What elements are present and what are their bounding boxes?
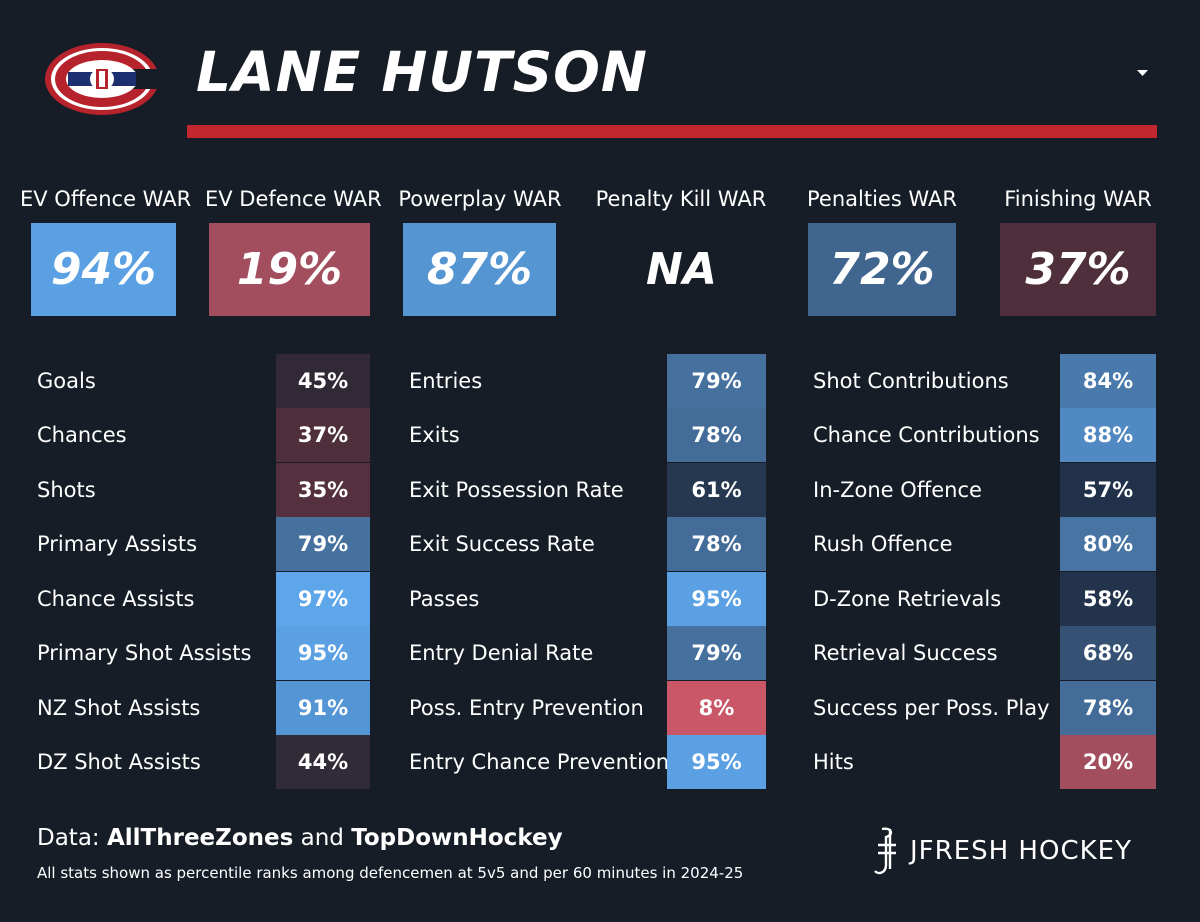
war-label-penalties: Penalties WAR — [806, 187, 958, 211]
stat-label: DZ Shot Assists — [37, 750, 201, 774]
stat-label: Shot Contributions — [813, 369, 1009, 393]
caret-down-icon[interactable] — [1137, 70, 1148, 76]
data-source-line: Data: AllThreeZones and TopDownHockey — [37, 822, 563, 854]
stat-value: 79% — [667, 354, 766, 408]
data-joiner: and — [300, 825, 344, 851]
stat-label: Entry Chance Prevention — [409, 750, 670, 774]
stat-label: Chance Assists — [37, 587, 195, 611]
stat-value: 78% — [1060, 681, 1156, 735]
war-value-penalties: 72% — [808, 223, 956, 316]
jfresh-monogram-icon — [874, 827, 896, 875]
stat-label: Chance Contributions — [813, 423, 1040, 447]
team-logo-icon — [45, 43, 162, 115]
stat-value: 79% — [276, 517, 370, 571]
stat-value: 35% — [276, 463, 370, 517]
stat-label: D-Zone Retrievals — [813, 587, 1002, 611]
stat-value: 79% — [667, 626, 766, 680]
war-value-ev-offence: 94% — [31, 223, 176, 316]
data-source-allthreezones: AllThreeZones — [106, 825, 294, 851]
stat-label: In-Zone Offence — [813, 478, 982, 502]
stat-label: Poss. Entry Prevention — [409, 696, 644, 720]
stat-label: Retrieval Success — [813, 641, 998, 665]
stat-label: Shots — [37, 478, 96, 502]
brand-wordmark: JFRESH HOCKEY — [910, 836, 1132, 866]
stat-label: Hits — [813, 750, 854, 774]
stat-value: 61% — [667, 463, 766, 517]
war-label-finishing: Finishing WAR — [1004, 187, 1152, 211]
stat-value: 84% — [1060, 354, 1156, 408]
footnote: All stats shown as percentile ranks amon… — [37, 864, 744, 882]
war-label-ev-offence: EV Offence WAR — [20, 187, 192, 211]
war-value-finishing: 37% — [1000, 223, 1156, 316]
stat-label: Primary Assists — [37, 532, 198, 556]
stat-value: 45% — [276, 354, 370, 408]
war-label-penalty-kill: Penalty Kill WAR — [595, 187, 767, 211]
stat-label: Entry Denial Rate — [409, 641, 594, 665]
stat-value: 78% — [667, 408, 766, 462]
header-divider — [187, 125, 1157, 138]
stat-label: Primary Shot Assists — [37, 641, 252, 665]
stat-label: Success per Poss. Play — [813, 696, 1050, 720]
stat-value: 37% — [276, 408, 370, 462]
data-prefix: Data: — [37, 825, 100, 851]
stat-value: 68% — [1060, 626, 1156, 680]
stat-value: 88% — [1060, 408, 1156, 462]
stat-value: 97% — [276, 572, 370, 626]
stat-value: 95% — [276, 626, 370, 680]
war-label-powerplay: Powerplay WAR — [398, 187, 562, 211]
stat-value: 44% — [276, 735, 370, 789]
player-name: LANE HUTSON — [196, 40, 648, 104]
war-value-penalty-kill: NA — [646, 244, 717, 295]
stat-label: Exit Possession Rate — [409, 478, 624, 502]
stat-label: Entries — [409, 369, 483, 393]
stat-value: 20% — [1060, 735, 1156, 789]
stat-value: 91% — [276, 681, 370, 735]
stat-label: Chances — [37, 423, 127, 447]
stat-value: 80% — [1060, 517, 1156, 571]
stat-label: Exits — [409, 423, 460, 447]
stat-label: Exit Success Rate — [409, 532, 595, 556]
stat-value: 8% — [667, 681, 766, 735]
stat-value: 78% — [667, 517, 766, 571]
stat-label: Goals — [37, 369, 96, 393]
stat-label: Rush Offence — [813, 532, 953, 556]
war-value-powerplay: 87% — [403, 223, 556, 316]
war-value-ev-defence: 19% — [209, 223, 370, 316]
stat-value: 95% — [667, 735, 766, 789]
stat-value: 58% — [1060, 572, 1156, 626]
war-label-ev-defence: EV Defence WAR — [205, 187, 382, 211]
data-source-topdownhockey: TopDownHockey — [351, 825, 563, 851]
stat-label: Passes — [409, 587, 480, 611]
stat-value: 57% — [1060, 463, 1156, 517]
stat-label: NZ Shot Assists — [37, 696, 201, 720]
stat-value: 95% — [667, 572, 766, 626]
